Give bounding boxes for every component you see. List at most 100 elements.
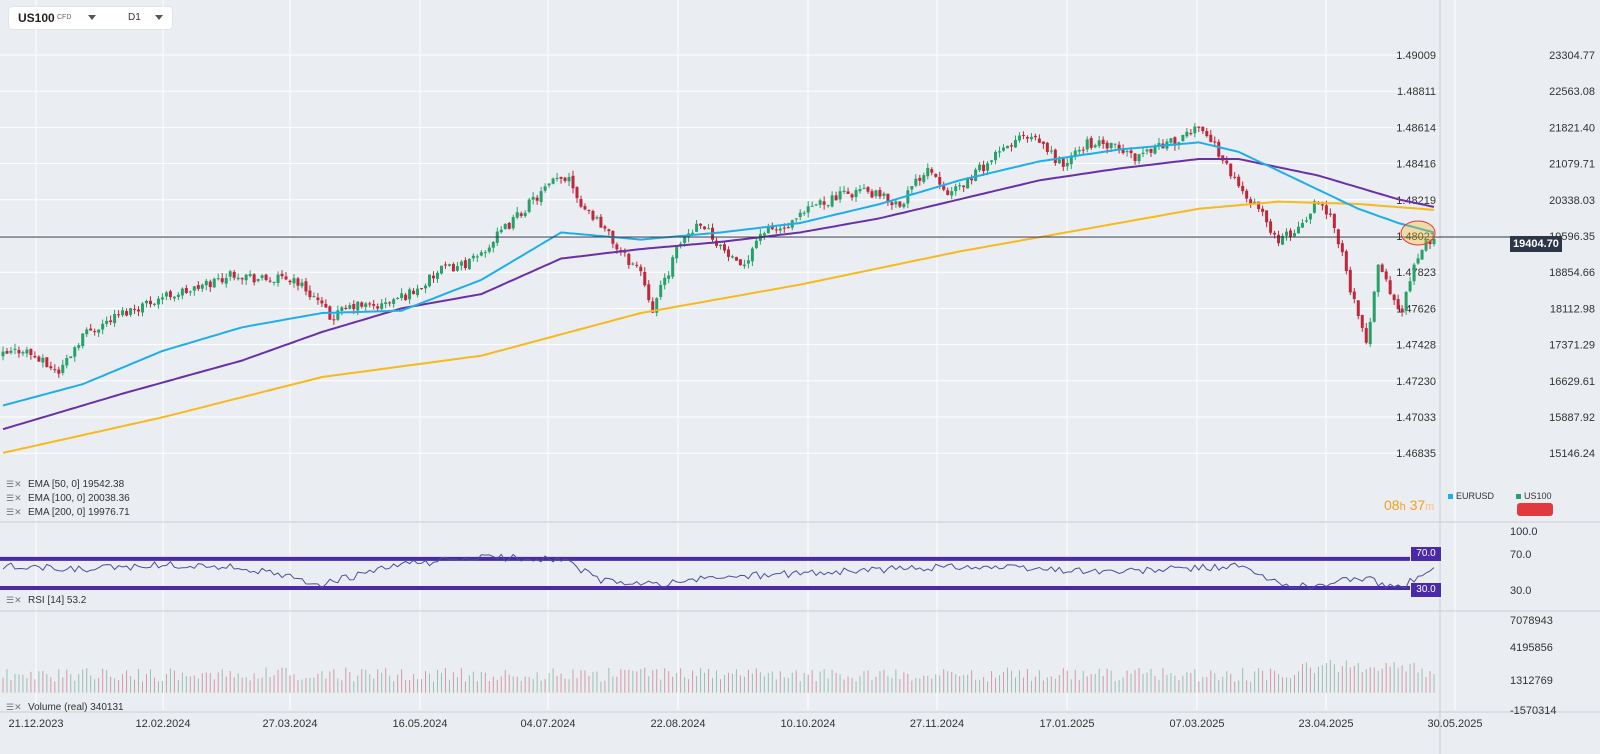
settings-close-icon[interactable]: ☰✕ (6, 702, 22, 712)
sell-button[interactable] (1517, 503, 1553, 516)
candle-body (129, 308, 133, 315)
candle-body (1173, 137, 1177, 146)
settings-close-icon[interactable]: ☰✕ (6, 479, 22, 489)
y-tick-label-left: 1.48811 (1397, 86, 1436, 98)
candle-body (156, 298, 160, 305)
legend-swatch (1516, 494, 1521, 500)
candle-body (284, 276, 288, 280)
candle-body (396, 297, 400, 299)
candle-body (1009, 145, 1013, 147)
candle-body (340, 307, 344, 311)
current-price-tag: 19404.70 (1510, 236, 1562, 252)
candle-body (1233, 176, 1237, 178)
y-tick-label-left: 1.48416 (1396, 159, 1436, 171)
y-tick-label-left: 1.47428 (1396, 340, 1436, 352)
symbol-selector[interactable]: US100 CFD D1 (9, 7, 172, 29)
candle-body (1221, 155, 1225, 161)
candle-body (535, 197, 539, 201)
candle-body (280, 273, 284, 277)
rsi-tick-label: 70.0 (1510, 549, 1531, 561)
x-tick-label: 12.02.2024 (135, 718, 190, 730)
candle-body (834, 195, 838, 201)
legend-eurusd[interactable]: EURUSD (1448, 491, 1494, 501)
candle-body (1428, 240, 1432, 245)
candle-body (1061, 158, 1065, 167)
indicator-ema200: ☰✕ EMA [200, 0] 19976.71 (6, 507, 130, 518)
candle-body (854, 190, 858, 198)
candle-body (228, 271, 232, 277)
settings-close-icon[interactable]: ☰✕ (6, 595, 22, 605)
candle-body (1384, 271, 1388, 280)
candle-body (1289, 230, 1293, 238)
candle-body (1265, 210, 1269, 223)
candle-body (212, 278, 216, 288)
candle-body (380, 303, 384, 309)
candle-body (1021, 135, 1025, 137)
candle-body (1277, 234, 1281, 244)
candle-body (663, 277, 667, 285)
candle-body (691, 232, 695, 234)
candle-body (970, 178, 974, 181)
candle-body (1273, 232, 1277, 235)
candle-body (1205, 131, 1209, 136)
candle-body (571, 175, 575, 189)
timeframe-label: D1 (128, 12, 141, 23)
x-tick-label: 27.03.2024 (262, 718, 317, 730)
candle-body (607, 229, 611, 232)
candle-body (946, 190, 950, 195)
legend-us100[interactable]: US100 (1516, 491, 1552, 501)
candle-body (29, 349, 33, 355)
candle-body (459, 261, 463, 266)
x-tick-label: 27.11.2024 (910, 718, 964, 730)
settings-close-icon[interactable]: ☰✕ (6, 507, 22, 517)
candle-body (41, 357, 45, 363)
chevron-down-icon[interactable] (88, 15, 96, 20)
candle-body (61, 364, 65, 373)
candle-body (69, 356, 73, 359)
candle-body (491, 242, 495, 248)
candle-body (451, 264, 455, 272)
candle-body (990, 160, 994, 162)
y-tick-label-right: 21079.71 (1549, 159, 1595, 171)
candle-body (324, 303, 328, 308)
candle-body (703, 226, 707, 230)
candle-body (408, 289, 412, 300)
candle-body (308, 290, 312, 298)
candle-body (1344, 251, 1348, 272)
settings-close-icon[interactable]: ☰✕ (6, 493, 22, 503)
candle-body (483, 252, 487, 254)
candle-body (1296, 226, 1300, 234)
candle-body (595, 217, 599, 219)
candle-body (25, 349, 29, 354)
symbol-name: US100 (18, 11, 55, 25)
candle-body (874, 190, 878, 197)
candle-body (109, 320, 113, 323)
candle-body (471, 255, 475, 259)
candle-body (651, 301, 655, 313)
candle-body (1093, 145, 1097, 148)
y-tick-label-left: 1.47823 (1396, 267, 1436, 279)
candle-body (292, 278, 296, 284)
candle-body (982, 164, 986, 172)
chevron-down-icon[interactable] (155, 15, 163, 20)
candle-body (121, 310, 125, 316)
y-tick-label-left: 1.49009 (1396, 50, 1436, 62)
candle-body (523, 212, 527, 217)
candle-body (17, 349, 21, 354)
candle-body (412, 290, 416, 295)
candle-body (164, 292, 168, 297)
candle-body (1101, 139, 1105, 145)
candle-body (591, 210, 595, 220)
candle-body (244, 274, 248, 281)
candle-body (364, 303, 368, 308)
candle-body (49, 366, 53, 369)
candle-body (1029, 136, 1033, 140)
volume-tick-label: -1570314 (1510, 705, 1557, 717)
candle-body (192, 286, 196, 291)
candle-body (1257, 201, 1261, 210)
candle-body (587, 209, 591, 211)
candle-body (974, 169, 978, 181)
volume-tick-label: 4195856 (1510, 642, 1553, 654)
